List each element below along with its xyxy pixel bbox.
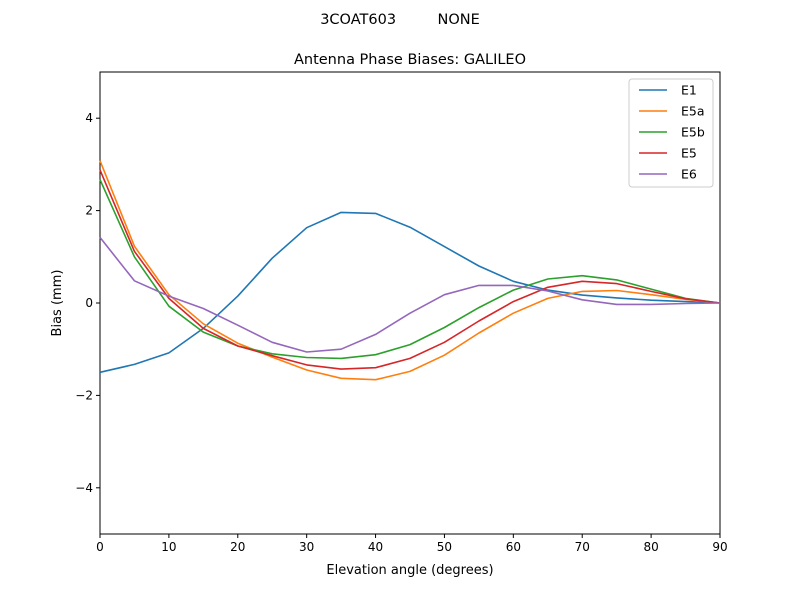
legend-label-e5b: E5b [681,125,705,140]
x-tick-label: 90 [712,540,727,554]
x-tick-label: 60 [506,540,521,554]
x-tick-label: 0 [96,540,104,554]
y-tick-label: 0 [85,296,93,310]
legend-label-e5a: E5a [681,104,705,119]
y-tick-label: −4 [75,481,93,495]
x-axis-ticks: 0 10 20 30 40 50 60 70 80 90 [96,534,728,554]
x-tick-label: 30 [299,540,314,554]
x-tick-label: 20 [230,540,245,554]
y-axis-ticks: −4 −2 0 2 4 [75,111,100,495]
x-tick-label: 40 [368,540,383,554]
legend: E1 E5a E5b E5 E6 [628,78,714,188]
legend-label-e5: E5 [681,146,697,161]
legend-label-e1: E1 [681,83,697,98]
legend-frame [628,78,714,188]
figure-suptitle: 3COAT603 NONE [320,12,480,28]
series-lines [99,160,721,381]
y-tick-label: 2 [85,204,93,218]
x-tick-label: 50 [437,540,452,554]
x-tick-label: 70 [575,540,590,554]
legend-label-e6: E6 [681,167,697,182]
x-tick-label: 80 [643,540,658,554]
series-line-e5a [99,160,721,381]
y-axis-label: Bias (mm) [50,270,65,337]
y-tick-label: −2 [75,388,93,402]
series-line-e5 [99,169,721,370]
series-line-e6 [99,236,721,353]
series-line-e5b [99,179,721,360]
x-tick-label: 10 [161,540,176,554]
x-axis-label: Elevation angle (degrees) [326,563,493,578]
chart-title: Antenna Phase Biases: GALILEO [294,52,526,68]
y-tick-label: 4 [85,111,93,125]
